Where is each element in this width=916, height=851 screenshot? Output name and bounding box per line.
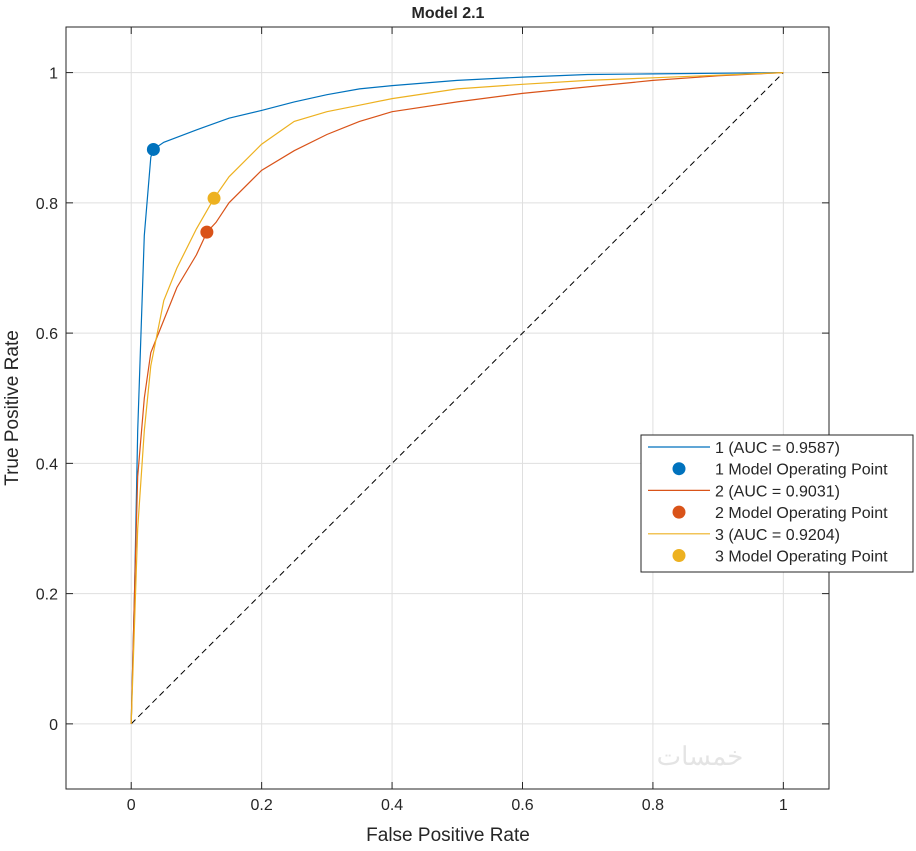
- legend-entry-label: 2 (AUC = 0.9031): [715, 483, 840, 500]
- x-tick-label: 0.8: [642, 797, 664, 814]
- x-tick-label: 0.4: [381, 797, 403, 814]
- legend: 1 (AUC = 0.9587) 1 Model Operating Point 2…: [640, 434, 914, 573]
- legend-marker-swatch: [672, 462, 686, 476]
- x-tick-label: 0: [127, 797, 136, 814]
- y-tick-label: 1: [49, 66, 58, 83]
- x-tick-label: 0.2: [251, 797, 273, 814]
- legend-marker-swatch: [672, 549, 686, 562]
- y-tick-label: 0.8: [36, 196, 58, 213]
- operating-point-1: [146, 142, 160, 156]
- legend-entry-label: 1 Model Operating Point: [715, 462, 888, 479]
- y-axis-label: True Positive Rate: [2, 330, 23, 486]
- reference-diagonal-line: [130, 72, 784, 725]
- roc-curve-3: [130, 72, 784, 724]
- y-tick-label: 0: [49, 717, 58, 734]
- roc-curve-2: [130, 72, 784, 724]
- axes-box: [65, 26, 830, 790]
- operating-point-2: [200, 225, 214, 239]
- y-tick-label: 0.2: [36, 587, 58, 604]
- grid: [66, 27, 829, 789]
- legend-entry-label: 2 Model Operating Point: [715, 505, 888, 522]
- y-tick-label: 0.6: [36, 326, 58, 343]
- watermark: خمسات: [657, 741, 744, 771]
- operating-point-3: [207, 191, 221, 205]
- roc-curve-1: [130, 72, 784, 724]
- x-axis-label: False Positive Rate: [366, 825, 530, 846]
- x-tick-label: 0.6: [511, 797, 533, 814]
- legend-marker-swatch: [672, 505, 686, 519]
- x-tick-label: 1: [779, 797, 788, 814]
- plot-area: [130, 72, 784, 725]
- legend-box: [640, 434, 914, 573]
- y-tick-label: 0.4: [36, 456, 58, 473]
- legend-entry-label: 3 Model Operating Point: [715, 549, 888, 566]
- ticks: 0 0.2 0.4 0.6 0.8 1 0 0.2 0.4 0.6 0.8 1: [36, 27, 829, 814]
- legend-entry-label: 1 (AUC = 0.9587): [715, 440, 840, 457]
- chart-title: Model 2.1: [412, 5, 485, 22]
- legend-entry-label: 3 (AUC = 0.9204): [715, 527, 840, 544]
